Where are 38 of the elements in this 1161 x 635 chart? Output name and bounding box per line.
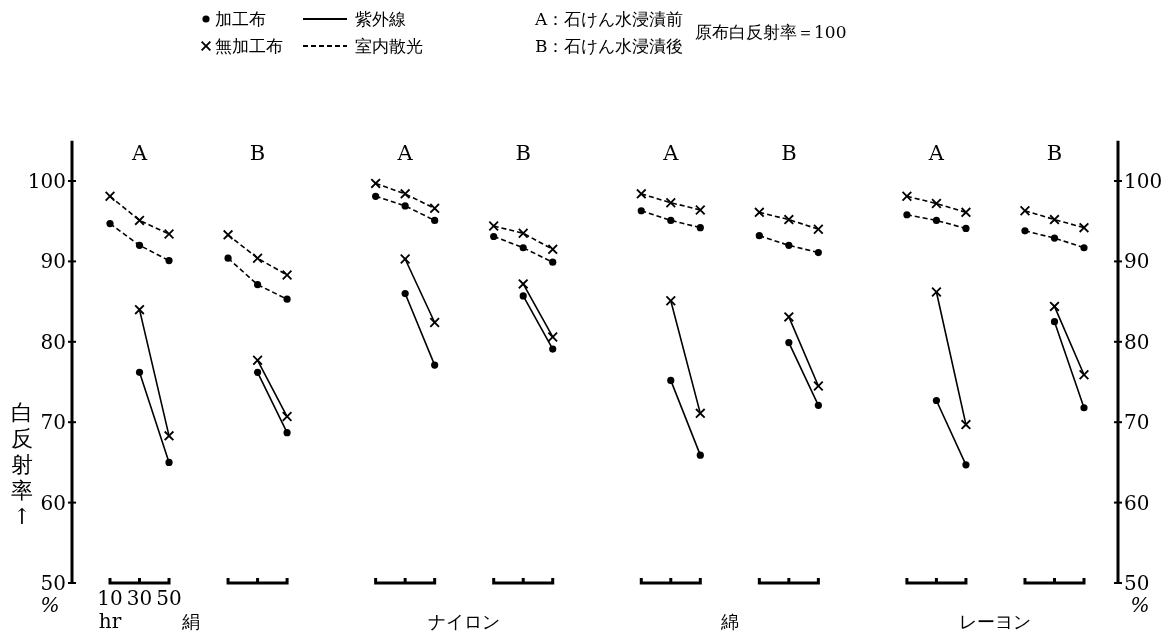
- y-axis-title: 白反射率↑: [11, 400, 33, 529]
- annotation: A: [927, 141, 945, 165]
- annotation: A: [662, 141, 680, 165]
- text: ナイロン: [428, 611, 501, 632]
- y2-tick-label: 70: [1124, 410, 1150, 435]
- annotation: B: [781, 141, 797, 165]
- text: B：石けん水浸漬後: [535, 36, 684, 56]
- y2-tick-label: 80: [1124, 329, 1150, 354]
- text: 紫外線: [355, 9, 406, 29]
- annotation: B: [1046, 141, 1063, 165]
- text: %: [40, 593, 60, 617]
- y2-tick-label: 60: [1124, 490, 1150, 515]
- y-tick-label: 50: [40, 571, 66, 595]
- text: レーヨン: [959, 611, 1032, 632]
- text: 絹: [181, 611, 201, 632]
- text: A：石けん水浸漬前: [534, 9, 684, 29]
- x-tick-label: 50: [156, 586, 182, 610]
- annotation: B: [249, 141, 266, 165]
- text: 無加工布: [215, 36, 283, 56]
- text: 綿: [719, 611, 739, 632]
- y-tick-label: 90: [40, 249, 66, 274]
- y-tick-label: 100: [27, 169, 66, 193]
- text: %: [1130, 593, 1150, 617]
- text: 原布白反射率＝100: [695, 22, 847, 42]
- annotation: A: [396, 141, 414, 165]
- annotation: B: [515, 141, 531, 165]
- y2-tick-label: 50: [1124, 571, 1150, 595]
- x-tick-label: 30: [126, 586, 153, 610]
- text: 室内散光: [355, 36, 423, 56]
- y-tick-label: 60: [40, 490, 66, 515]
- text: hr: [98, 609, 122, 633]
- annotation: A: [130, 141, 148, 165]
- y-tick-label: 70: [40, 410, 66, 435]
- y-tick-label: 80: [40, 329, 66, 354]
- text: 加工布: [215, 9, 266, 29]
- x-tick-label: 10: [97, 586, 123, 610]
- y2-tick-label: 90: [1124, 249, 1150, 274]
- y2-tick-label: 100: [1124, 169, 1161, 193]
